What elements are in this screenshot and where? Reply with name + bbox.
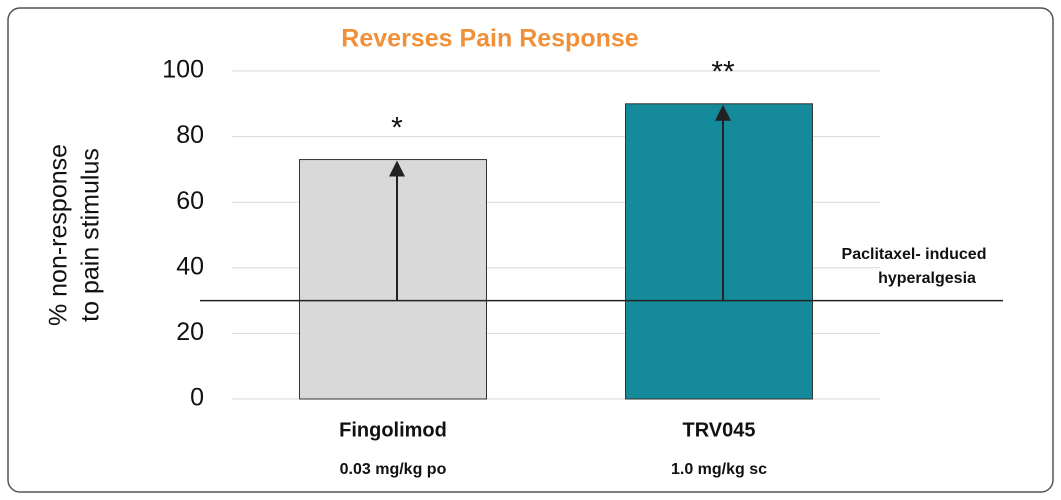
x-tick-label: Fingolimod (339, 419, 447, 441)
x-tick-sublabel: 0.03 mg/kg po (340, 461, 447, 478)
y-axis-label: to pain stimulus (77, 148, 105, 322)
bar (299, 159, 487, 400)
significance-annotation: ** (711, 56, 735, 89)
y-tick-label: 0 (190, 384, 204, 412)
chart-title: Reverses Pain Response (341, 25, 638, 53)
reference-label: Paclitaxel- induced (842, 246, 987, 263)
significance-annotation: * (391, 111, 403, 144)
reference-label: hyperalgesia (878, 270, 976, 287)
x-tick-sublabel: 1.0 mg/kg sc (671, 461, 767, 478)
y-axis-label: % non-response (45, 144, 73, 326)
bar (625, 103, 813, 400)
y-tick-label: 40 (176, 252, 204, 280)
y-tick-label: 20 (176, 318, 204, 346)
arrow-head (715, 104, 731, 121)
arrow-head (389, 160, 405, 177)
x-tick-label: TRV045 (682, 419, 755, 441)
y-tick-label: 80 (176, 121, 204, 149)
y-tick-label: 100 (162, 56, 204, 84)
y-tick-label: 60 (176, 187, 204, 215)
